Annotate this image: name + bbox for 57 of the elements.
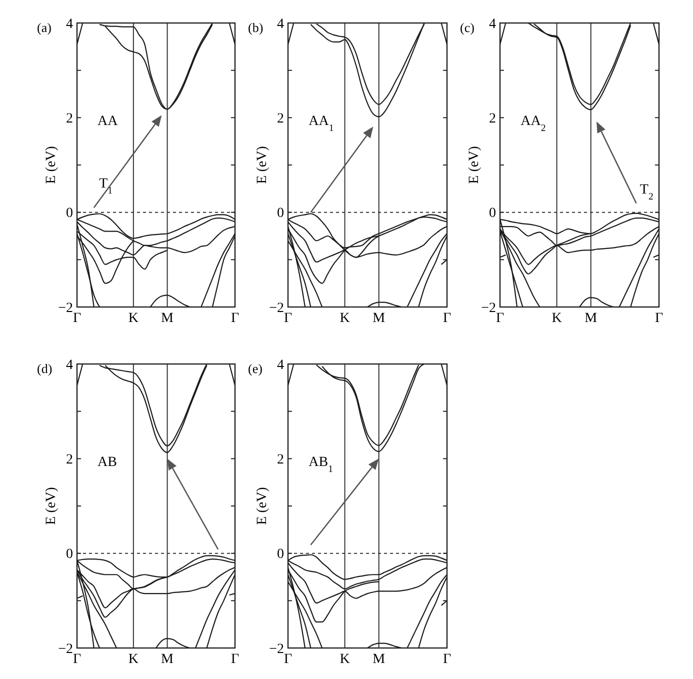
y-tick-label: −2 xyxy=(269,300,284,316)
y-tick-label: 4 xyxy=(277,16,284,32)
annotation: AA$_{1}$ xyxy=(308,114,334,134)
x-tick-label: Γ xyxy=(284,311,292,326)
annotation: AB$_{1}$ xyxy=(308,455,334,475)
y-axis-title: E (eV) xyxy=(255,146,270,184)
x-tick-label: M xyxy=(161,652,174,667)
x-tick-label: Γ xyxy=(442,311,452,326)
x-tick-label: K xyxy=(340,652,350,667)
y-tick-label: 4 xyxy=(489,16,496,32)
x-tick-label: M xyxy=(161,311,174,326)
chart-title: (d) xyxy=(37,361,52,376)
y-tick-label: 4 xyxy=(277,358,284,373)
x-tick-label: M xyxy=(372,311,386,326)
x-tick-label: K xyxy=(552,311,562,326)
x-tick-label: Γ xyxy=(230,652,240,667)
y-axis-title: E (eV) xyxy=(255,486,270,525)
x-tick-label: Γ xyxy=(496,311,504,326)
annotation: AB xyxy=(98,455,117,470)
x-tick-label: Γ xyxy=(72,311,82,326)
y-tick-label: 0 xyxy=(277,547,284,562)
chart-title: (b) xyxy=(248,20,264,35)
y-tick-label: 4 xyxy=(66,358,73,373)
y-tick-label: 2 xyxy=(66,452,73,468)
annotation: AA$_{2}$ xyxy=(520,114,546,134)
x-tick-label: M xyxy=(372,652,386,667)
x-tick-label: Γ xyxy=(284,652,292,667)
y-tick-label: −2 xyxy=(269,642,284,657)
x-tick-label: Γ xyxy=(442,652,452,667)
annotation: AA xyxy=(98,114,119,130)
x-tick-label: K xyxy=(340,311,350,326)
y-axis-title: E (eV) xyxy=(44,486,59,525)
y-axis-title: E (eV) xyxy=(44,146,59,184)
y-axis-title: E (eV) xyxy=(467,146,482,184)
y-tick-label: 0 xyxy=(66,547,73,562)
y-tick-label: 2 xyxy=(277,452,284,468)
x-tick-label: M xyxy=(584,311,598,326)
y-tick-label: 0 xyxy=(277,206,284,222)
y-tick-label: 4 xyxy=(66,16,73,32)
x-tick-label: K xyxy=(128,652,138,667)
y-tick-label: 2 xyxy=(489,112,496,127)
y-tick-label: −2 xyxy=(481,300,496,316)
annotation: T$_{2}$ xyxy=(640,182,654,202)
y-tick-label: −2 xyxy=(58,300,73,316)
x-tick-label: Γ xyxy=(654,311,664,326)
x-tick-label: Γ xyxy=(72,652,82,667)
y-tick-label: 0 xyxy=(66,206,73,222)
chart-title: (a) xyxy=(37,20,52,35)
annotation: T$_{1}$ xyxy=(99,176,113,196)
y-tick-label: 2 xyxy=(277,112,284,127)
chart-title: (e) xyxy=(248,361,262,376)
chart-title: (c) xyxy=(460,20,474,35)
y-tick-label: −2 xyxy=(58,642,73,657)
x-tick-label: K xyxy=(128,311,138,326)
x-tick-label: Γ xyxy=(230,311,240,326)
y-tick-label: 2 xyxy=(66,112,73,127)
y-tick-label: 0 xyxy=(489,206,496,222)
